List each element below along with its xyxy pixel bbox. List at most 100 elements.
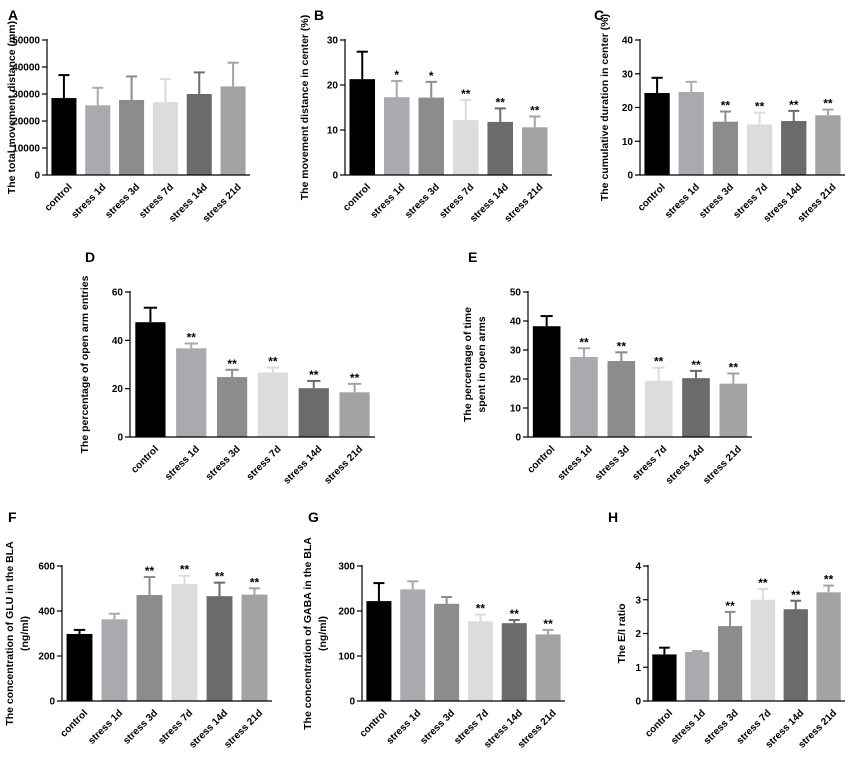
- category-label: stress 21d: [701, 444, 744, 487]
- category-label: control: [43, 182, 75, 214]
- significance-marker: **: [145, 564, 155, 578]
- bar: [257, 372, 289, 437]
- panel-letter: A: [8, 7, 18, 23]
- bar: [171, 584, 198, 701]
- bar: [418, 97, 445, 175]
- y-tick-label: 0: [349, 697, 355, 708]
- y-axis-title: (ng/ml): [19, 616, 31, 651]
- category-label: stress 3d: [121, 708, 160, 747]
- significance-marker: **: [215, 570, 225, 584]
- bar: [570, 356, 598, 437]
- category-label: stress 1d: [163, 444, 202, 483]
- category-label: stress 1d: [663, 182, 702, 221]
- y-axis-title: (ng/ml): [317, 616, 329, 651]
- category-label: stress 1d: [556, 444, 595, 483]
- significance-marker: **: [476, 602, 486, 616]
- y-tick-label: 600: [38, 562, 55, 573]
- significance-marker: **: [227, 357, 237, 371]
- y-tick-label: 3: [635, 595, 641, 606]
- significance-marker: **: [187, 330, 197, 344]
- bar: [815, 115, 841, 175]
- y-tick-label: 30: [510, 346, 522, 357]
- y-tick-label: 300: [338, 562, 355, 573]
- y-tick-label: 40000: [12, 63, 40, 74]
- significance-marker: **: [758, 576, 768, 590]
- category-label: stress 21d: [322, 444, 365, 487]
- y-tick-label: 200: [338, 607, 355, 618]
- significance-marker: **: [791, 588, 801, 602]
- category-label: stress 7d: [630, 444, 669, 483]
- category-label: stress 3d: [702, 708, 741, 747]
- category-label: stress 1d: [385, 708, 424, 747]
- y-tick-label: 40: [622, 36, 634, 47]
- bar: [241, 594, 268, 701]
- bar: [682, 378, 710, 437]
- significance-marker: **: [824, 573, 834, 587]
- y-tick-label: 0: [332, 171, 338, 182]
- bar: [781, 121, 807, 175]
- y-axis-title: The concentration of GABA in the BLA: [302, 537, 314, 730]
- bar: [678, 91, 704, 175]
- y-axis-title: spent in open arms: [476, 316, 488, 412]
- significance-marker: **: [510, 607, 520, 621]
- y-tick-label: 30: [622, 69, 634, 80]
- significance-marker: **: [496, 95, 506, 109]
- category-label: stress 1d: [369, 182, 408, 221]
- significance-marker: **: [180, 563, 190, 577]
- significance-marker: **: [250, 575, 260, 589]
- significance-marker: **: [530, 104, 540, 118]
- panel-letter: H: [608, 509, 618, 525]
- bar: [101, 619, 128, 701]
- panel-letter: B: [314, 7, 324, 23]
- bar: [719, 383, 748, 437]
- category-label: stress 3d: [593, 444, 632, 483]
- category-label: control: [358, 708, 390, 740]
- significance-marker: **: [350, 371, 360, 385]
- category-label: control: [636, 182, 668, 214]
- bar: [652, 654, 677, 701]
- y-tick-label: 30: [327, 36, 339, 47]
- bar: [750, 599, 776, 701]
- category-label: stress 7d: [245, 444, 284, 483]
- y-tick-label: 20000: [12, 117, 40, 128]
- y-tick-label: 40: [510, 317, 522, 328]
- panel-letter: G: [308, 509, 319, 525]
- bar: [383, 97, 410, 175]
- category-label: stress 3d: [403, 182, 442, 221]
- y-tick-label: 1: [635, 663, 641, 674]
- significance-marker: **: [579, 335, 589, 349]
- bar: [521, 127, 548, 175]
- bar: [467, 621, 493, 701]
- y-tick-label: 0: [49, 697, 55, 708]
- y-axis-title: The concentration of GLU in the BLA: [4, 541, 16, 726]
- y-tick-label: 50000: [12, 36, 40, 47]
- bar: [434, 603, 460, 701]
- y-tick-label: 10: [622, 137, 634, 148]
- category-label: stress 3d: [418, 708, 457, 747]
- bar: [783, 609, 808, 701]
- panel-letter: D: [85, 249, 95, 265]
- category-label: stress 21d: [222, 708, 265, 751]
- bar: [452, 120, 479, 175]
- panel-letter: E: [468, 249, 477, 265]
- y-axis-title: The movement distance in center (%): [299, 15, 311, 201]
- significance-marker: **: [461, 87, 471, 101]
- bar: [535, 634, 561, 701]
- bar: [206, 596, 233, 701]
- category-label: control: [129, 444, 161, 476]
- bar: [607, 361, 636, 437]
- bar: [85, 105, 111, 175]
- significance-marker: **: [543, 617, 553, 631]
- bar: [51, 98, 77, 175]
- category-label: stress 3d: [697, 182, 736, 221]
- y-tick-label: 20: [510, 375, 522, 386]
- bar: [712, 121, 739, 175]
- bar: [816, 592, 841, 701]
- significance-marker: **: [725, 599, 735, 613]
